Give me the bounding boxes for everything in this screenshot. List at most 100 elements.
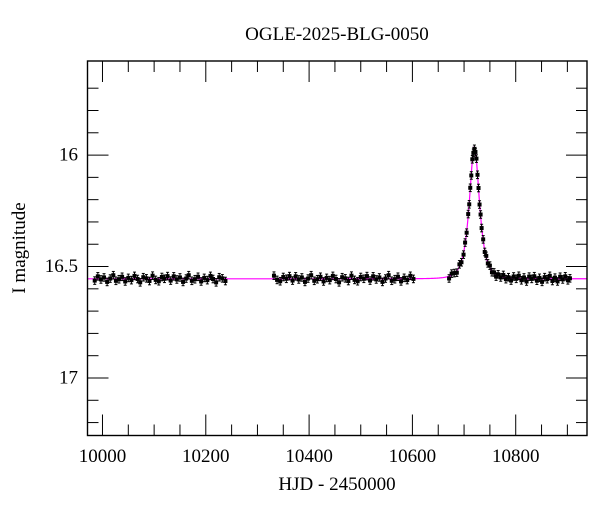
- data-point: [321, 279, 326, 284]
- x-axis-label: HJD - 2450000: [278, 474, 395, 495]
- data-point: [108, 276, 113, 281]
- data-point: [503, 277, 508, 282]
- data-point: [92, 278, 97, 283]
- data-point: [287, 274, 292, 279]
- data-point: [162, 276, 167, 281]
- data-point: [547, 273, 552, 278]
- data-point: [302, 279, 307, 284]
- data-point: [408, 273, 413, 278]
- y-tick-label: 17: [59, 367, 78, 388]
- data-point: [567, 276, 572, 281]
- data-point: [111, 273, 116, 278]
- data-point: [309, 273, 314, 278]
- data-point: [392, 277, 397, 282]
- data-point: [454, 270, 459, 275]
- data-point: [113, 278, 118, 283]
- axis-tick-labels: 10000 10200 10400 10600 10800 16 16.5 17: [45, 145, 540, 467]
- data-point: [527, 274, 532, 279]
- data-point: [524, 279, 529, 284]
- data-point: [358, 274, 363, 279]
- data-point: [519, 278, 524, 283]
- data-point: [129, 278, 134, 283]
- chart-title: OGLE-2025-BLG-0050: [245, 24, 429, 45]
- data-point: [120, 274, 125, 279]
- data-point: [126, 275, 131, 280]
- y-tick-label: 16.5: [45, 256, 78, 277]
- x-tick-label: 10000: [79, 446, 127, 467]
- data-point: [299, 275, 304, 280]
- plot-frame: [86, 60, 588, 437]
- data-point: [150, 273, 155, 278]
- data-point: [383, 276, 388, 281]
- data-point: [509, 278, 514, 283]
- data-point: [402, 275, 407, 280]
- data-point: [223, 279, 228, 284]
- data-point: [174, 277, 179, 282]
- data-point: [558, 274, 563, 279]
- data-point: [177, 275, 182, 280]
- data-point: [477, 202, 482, 207]
- data-point: [492, 270, 497, 275]
- data-point: [452, 271, 457, 276]
- data-point: [293, 274, 298, 279]
- data-point: [532, 274, 537, 279]
- data-point: [389, 278, 394, 283]
- data-point: [202, 275, 207, 280]
- data-point: [555, 279, 560, 284]
- y-axis-label: I magnitude: [9, 202, 30, 293]
- data-point: [482, 249, 487, 254]
- data-point: [340, 275, 345, 280]
- data-point: [349, 273, 354, 278]
- data-point: [123, 279, 128, 284]
- data-point: [199, 279, 204, 284]
- data-point: [506, 275, 511, 280]
- data-point: [138, 280, 143, 285]
- data-point: [498, 275, 503, 280]
- data-point: [459, 260, 464, 265]
- data-point: [189, 278, 194, 283]
- data-point: [324, 275, 329, 280]
- data-point: [95, 274, 100, 279]
- data-point: [284, 276, 289, 281]
- data-point: [514, 276, 519, 281]
- data-point: [192, 277, 197, 282]
- data-point: [327, 278, 332, 283]
- y-tick-label: 16: [59, 145, 78, 166]
- data-point: [352, 277, 357, 282]
- data-point: [98, 277, 103, 282]
- data-point: [380, 279, 385, 284]
- data-point: [159, 275, 164, 280]
- axis-ticks: [87, 61, 587, 436]
- data-point: [217, 275, 222, 280]
- x-tick-label: 10200: [182, 446, 230, 467]
- data-point: [364, 274, 369, 279]
- x-tick-label: 10400: [285, 446, 333, 467]
- data-point: [208, 273, 213, 278]
- data-point: [181, 279, 186, 284]
- data-point: [464, 230, 469, 235]
- data-point: [312, 278, 317, 283]
- data-point: [132, 273, 137, 278]
- data-point: [171, 274, 176, 279]
- data-point: [371, 274, 376, 279]
- data-point: [186, 273, 191, 278]
- data-point: [560, 277, 565, 282]
- data-point: [315, 277, 320, 282]
- data-point: [479, 226, 484, 231]
- data-point: [399, 279, 404, 284]
- data-point: [196, 274, 201, 279]
- data-point: [184, 276, 189, 281]
- data-point: [475, 172, 480, 177]
- x-tick-label: 10800: [492, 446, 540, 467]
- data-point: [281, 275, 286, 280]
- data-point: [337, 280, 342, 285]
- data-point: [330, 273, 335, 278]
- data-point: [333, 277, 338, 282]
- data-point: [405, 278, 410, 283]
- data-point: [271, 273, 276, 278]
- data-point: [466, 212, 471, 217]
- data-point: [534, 278, 539, 283]
- data-point: [473, 149, 478, 154]
